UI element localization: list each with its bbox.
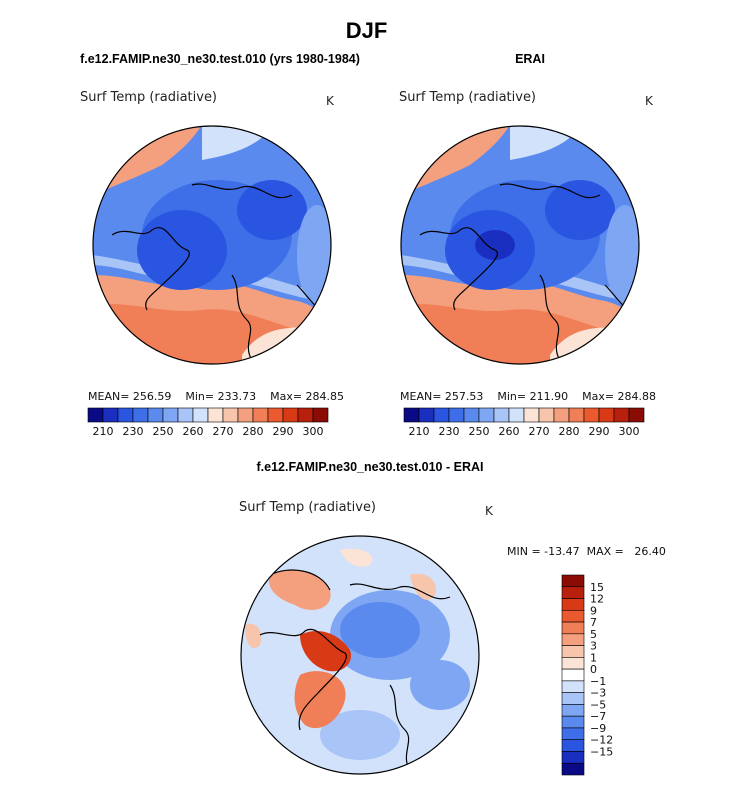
model-colorbar-swatch bbox=[132, 407, 149, 423]
diff-stats: MIN = -13.47 MAX = 26.40 bbox=[507, 545, 666, 558]
diff-polar-map bbox=[240, 535, 480, 775]
model-colorbar-tick-label: 250 bbox=[153, 425, 174, 438]
erai-colorbar-swatch bbox=[478, 407, 495, 423]
erai-colorbar-swatch bbox=[598, 407, 615, 423]
diff-colorbar-swatch bbox=[561, 739, 585, 752]
erai-panel-title: ERAI bbox=[515, 52, 545, 66]
diff-colorbar-tick-label: −7 bbox=[590, 710, 606, 723]
diff-colorbar-tick-label: −12 bbox=[590, 734, 613, 747]
diff-colorbar-swatch bbox=[561, 621, 585, 635]
erai-colorbar-swatch bbox=[628, 407, 645, 423]
model-colorbar-tick-label: 210 bbox=[93, 425, 114, 438]
model-colorbar-tick-label: 280 bbox=[243, 425, 264, 438]
diff-colorbar-swatch bbox=[561, 727, 585, 741]
diff-colorbar-swatch bbox=[561, 762, 585, 776]
erai-colorbar-swatch bbox=[568, 407, 585, 423]
erai-colorbar-swatch bbox=[613, 407, 630, 423]
erai-colorbar-swatch bbox=[403, 407, 420, 423]
erai-colorbar-swatch bbox=[553, 407, 570, 423]
erai-variable-label: Surf Temp (radiative) bbox=[399, 90, 537, 105]
erai-colorbar-tick-label: 210 bbox=[409, 425, 430, 438]
diff-colorbar-swatch bbox=[561, 692, 585, 705]
model-colorbar-swatch bbox=[192, 407, 209, 423]
erai-colorbar-swatch bbox=[448, 407, 465, 423]
erai-colorbar-tick-label: 260 bbox=[499, 425, 520, 438]
erai-polar-map bbox=[400, 125, 640, 365]
diff-units-label: K bbox=[485, 504, 493, 518]
diff-colorbar-tick-label: 5 bbox=[590, 628, 597, 641]
model-colorbar-tick-label: 300 bbox=[303, 425, 324, 438]
erai-colorbar-swatch bbox=[583, 407, 600, 423]
figure-title: DJF bbox=[345, 18, 388, 43]
diff-colorbar-tick-label: 1 bbox=[590, 651, 597, 664]
diff-colorbar-tick-label: 12 bbox=[590, 593, 604, 606]
model-units-label: K bbox=[326, 94, 334, 108]
diff-colorbar-tick-label: 0 bbox=[590, 663, 597, 676]
erai-colorbar-tick-label: 270 bbox=[529, 425, 550, 438]
diff-colorbar-swatch bbox=[561, 609, 585, 623]
model-colorbar-swatch bbox=[117, 407, 134, 423]
erai-stats: MEAN= 257.53 Min= 211.90 Max= 284.88 bbox=[400, 390, 657, 403]
model-colorbar-swatch bbox=[312, 407, 329, 423]
diff-colorbar-tick-label: −5 bbox=[590, 698, 606, 711]
diff-colorbar-tick-label: 7 bbox=[590, 616, 597, 629]
model-colorbar-swatch bbox=[102, 407, 119, 423]
diff-colorbar-swatch bbox=[561, 715, 585, 729]
model-colorbar-swatch bbox=[177, 407, 194, 423]
model-colorbar-swatch bbox=[267, 407, 284, 423]
diff-colorbar-swatch bbox=[561, 657, 585, 670]
erai-colorbar-swatch bbox=[493, 407, 510, 423]
erai-units-label: K bbox=[645, 94, 653, 108]
model-colorbar-tick-label: 260 bbox=[183, 425, 204, 438]
erai-colorbar-swatch bbox=[523, 407, 540, 423]
diff-colorbar-tick-label: 3 bbox=[590, 640, 597, 653]
diff-colorbar-swatch bbox=[561, 668, 585, 682]
diff-colorbar-swatch bbox=[561, 645, 585, 658]
model-colorbar-swatch bbox=[222, 407, 239, 423]
model-colorbar-swatch bbox=[162, 407, 179, 423]
model-variable-label: Surf Temp (radiative) bbox=[80, 90, 218, 105]
diff-colorbar-swatch bbox=[561, 751, 585, 764]
erai-colorbar-swatch bbox=[538, 407, 555, 423]
model-colorbar-swatch bbox=[207, 407, 224, 423]
erai-colorbar-swatch bbox=[508, 407, 525, 423]
erai-colorbar-tick-label: 230 bbox=[439, 425, 460, 438]
diff-colorbar-tick-label: −15 bbox=[590, 745, 613, 758]
erai-colorbar-tick-label: 250 bbox=[469, 425, 490, 438]
diff-panel-title: f.e12.FAMIP.ne30_ne30.test.010 - ERAI bbox=[256, 460, 484, 474]
model-stats: MEAN= 256.59 Min= 233.73 Max= 284.85 bbox=[88, 390, 345, 403]
diff-colorbar-tick-label: −9 bbox=[590, 722, 606, 735]
erai-colorbar-tick-label: 280 bbox=[559, 425, 580, 438]
diff-colorbar-swatch bbox=[561, 598, 585, 611]
model-colorbar-swatch bbox=[297, 407, 314, 423]
diff-colorbar-tick-label: −1 bbox=[590, 675, 606, 688]
model-polar-map bbox=[92, 125, 332, 365]
model-colorbar-swatch bbox=[252, 407, 269, 423]
model-colorbar-tick-label: 270 bbox=[213, 425, 234, 438]
diff-colorbar-tick-label: 9 bbox=[590, 604, 597, 617]
erai-colorbar-tick-label: 300 bbox=[619, 425, 640, 438]
erai-colorbar-swatch bbox=[418, 407, 435, 423]
erai-colorbar-tick-label: 290 bbox=[589, 425, 610, 438]
erai-colorbar-swatch bbox=[433, 407, 450, 423]
diff-colorbar-swatch bbox=[561, 586, 585, 599]
diff-colorbar-tick-label: −3 bbox=[590, 687, 606, 700]
model-colorbar-tick-label: 290 bbox=[273, 425, 294, 438]
diff-colorbar-swatch bbox=[561, 680, 585, 693]
diff-colorbar-swatch bbox=[561, 704, 585, 717]
model-panel-title: f.e12.FAMIP.ne30_ne30.test.010 (yrs 1980… bbox=[80, 52, 360, 66]
model-colorbar-swatch bbox=[147, 407, 164, 423]
erai-colorbar: 210 230 250 260 270 280 290 300 bbox=[403, 407, 645, 438]
diff-colorbar-swatch bbox=[561, 574, 585, 588]
diff-colorbar-tick-label: 15 bbox=[590, 581, 604, 594]
model-colorbar-swatch bbox=[237, 407, 254, 423]
model-colorbar-swatch bbox=[87, 407, 104, 423]
model-colorbar: 210 230 250 260 270 280 290 300 bbox=[87, 407, 329, 438]
model-colorbar-swatch bbox=[282, 407, 299, 423]
erai-colorbar-swatch bbox=[463, 407, 480, 423]
diff-variable-label: Surf Temp (radiative) bbox=[239, 500, 377, 515]
model-colorbar-tick-label: 230 bbox=[123, 425, 144, 438]
diff-colorbar-swatch bbox=[561, 633, 585, 646]
